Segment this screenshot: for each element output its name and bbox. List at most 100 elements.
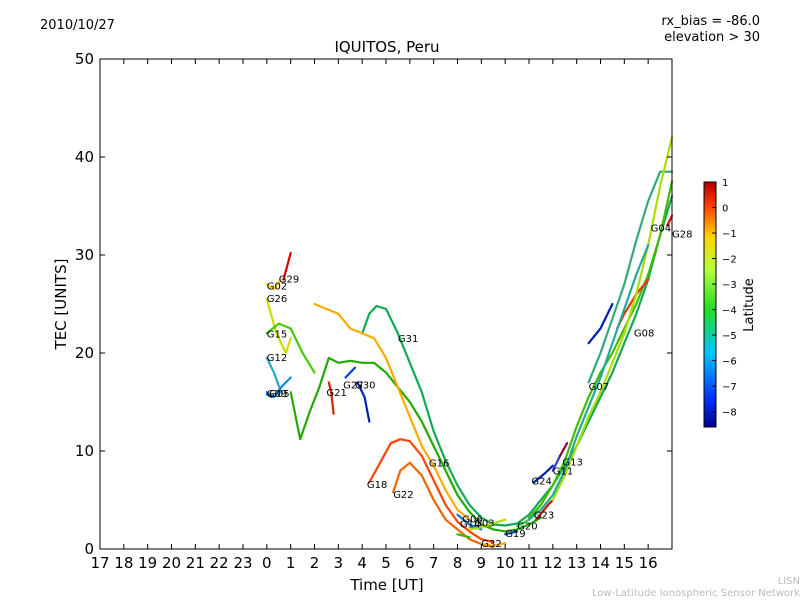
satellite-label-g09-5: G09 <box>267 389 287 400</box>
credit-lisn: LISN <box>777 576 800 587</box>
x-tick-label: 12 <box>543 554 562 572</box>
x-tick-label: 8 <box>453 554 463 572</box>
satellite-trace-g26-2 <box>265 298 292 355</box>
x-tick-label: 11 <box>519 554 538 572</box>
satellite-trace-unlabeled-30 <box>551 136 674 502</box>
satellite-label-g12-4: G12 <box>267 353 287 364</box>
x-tick-label: 13 <box>567 554 586 572</box>
satellite-trace-g32-20 <box>480 541 507 548</box>
satellite-label-g11-22: G11 <box>553 467 573 478</box>
satellite-label-g31-10: G31 <box>398 334 418 345</box>
satellite-trace-g21-8 <box>327 381 335 415</box>
satellite-label-g05-6: G05 <box>269 389 289 400</box>
y-tick-label: 0 <box>84 540 94 558</box>
satellite-trace-g31-11 <box>361 195 674 527</box>
axes: 17 18 19 20 21 22 23 0 1 2 3 4 5 6 7 8 9 10 11 12 13 14 15 1601… <box>75 50 672 572</box>
satellite-trace-g07-25 <box>527 180 674 519</box>
colorbar: 1 0 −1 −2 −3 −4 −5 −6 −7 −8 Latitude <box>703 178 757 428</box>
x-tick-label: 4 <box>357 554 367 572</box>
satellite-label-g04-26: G04 <box>651 224 671 235</box>
x-tick-label: 15 <box>615 554 634 572</box>
satellite-trace-g19-18 <box>504 530 519 536</box>
satellite-trace-g18-12 <box>368 438 495 544</box>
colorbar-tick-label: −6 <box>722 357 737 368</box>
satellite-trace-g22-13 <box>392 461 495 549</box>
x-tick-label: 6 <box>405 554 415 572</box>
satellite-label-g22-13: G22 <box>393 490 413 501</box>
x-tick-label: 2 <box>310 554 320 572</box>
satellite-label-g20-19: G20 <box>517 521 537 532</box>
satellite-trace-g14-16 <box>456 533 471 539</box>
satellite-trace-g16-14 <box>313 302 471 521</box>
satellite-label-g29-1: G29 <box>279 274 299 285</box>
satellite-label-g24-21: G24 <box>531 476 551 487</box>
x-tick-label: 9 <box>477 554 487 572</box>
colorbar-tick-label: 0 <box>722 204 728 215</box>
colorbar-tick-label: −4 <box>722 306 737 317</box>
satellite-trace-g12-4 <box>265 356 283 394</box>
colorbar-tick-label: −7 <box>722 382 737 393</box>
satellite-trace-unlabeled-31 <box>527 244 650 521</box>
satellite-trace-g02-0 <box>265 278 283 291</box>
satellite-label-g19-18: G19 <box>505 529 525 540</box>
satellite-label-g03-16: G03 <box>474 519 494 530</box>
elevation-label: elevation > 30 <box>664 30 760 45</box>
y-tick-label: 40 <box>75 148 94 166</box>
y-tick-label: 30 <box>75 246 94 264</box>
receiver-info: rx_bias = -86.0 elevation > 30 <box>661 14 760 46</box>
x-tick-label: 20 <box>162 554 181 572</box>
satellite-trace-g29-1 <box>282 251 292 281</box>
x-tick-label: 1 <box>286 554 296 572</box>
satellite-trace-g09-5 <box>265 376 292 399</box>
satellite-trace-g13-24 <box>558 442 569 457</box>
credit-network-name: Low-Latitude Ionospheric Sensor Network <box>592 588 800 599</box>
satellite-trace-g15-3 <box>265 322 316 374</box>
x-tick-label: 18 <box>114 554 133 572</box>
x-tick-label: 0 <box>262 554 272 572</box>
x-tick-label: 3 <box>334 554 344 572</box>
satellite-label-g08-25: G08 <box>634 328 654 339</box>
date-label: 2010/10/27 <box>40 18 115 33</box>
colorbar-tick-label: −8 <box>722 408 737 419</box>
satellite-trace-g05-6 <box>265 393 273 399</box>
plot-frame <box>99 58 673 550</box>
colorbar-ticks: 1 0 −1 −2 −3 −4 −5 −6 −7 −8 <box>712 178 737 419</box>
rx-bias-label: rx_bias = -86.0 <box>661 14 760 29</box>
x-tick-label: 14 <box>591 554 610 572</box>
satellite-trace-g27-7 <box>289 356 543 533</box>
network-credit: LISN Low-Latitude Ionospheric Sensor Net… <box>592 576 800 600</box>
x-axis-label: Time [UT] <box>349 576 423 594</box>
satellite-trace-g11-23 <box>551 454 562 472</box>
satellite-label-g13-23: G13 <box>562 458 582 469</box>
colorbar-tick-label: 1 <box>722 178 728 189</box>
colorbar-gradient <box>703 181 717 428</box>
y-tick-label: 50 <box>75 50 94 68</box>
satellite-trace-g24-22 <box>532 464 554 484</box>
satellite-trace-g30-10 <box>356 381 371 423</box>
satellite-label-g21-8: G21 <box>326 388 346 399</box>
x-tick-label: 17 <box>90 554 109 572</box>
colorbar-label: Latitude <box>742 278 757 332</box>
satellite-label-g06-14: G06 <box>462 515 482 526</box>
satellite-label-g26-2: G26 <box>267 294 287 305</box>
satellite-trace-g04-27 <box>587 170 674 384</box>
satellite-trace-g28-28 <box>666 214 674 227</box>
y-tick-label: 20 <box>75 344 94 362</box>
x-tick-label: 16 <box>639 554 658 572</box>
satellite-label-g32-17: G32 <box>481 539 501 550</box>
colorbar-tick-label: −2 <box>722 255 737 266</box>
satellite-label-g28-27: G28 <box>672 229 692 240</box>
satellite-trace-g23-21 <box>534 498 554 521</box>
satellite-label-g27-7: G27 <box>343 380 363 391</box>
y-axis-label: TEC [UNITS] <box>52 259 70 351</box>
satellite-label-g02-0: G02 <box>267 281 287 292</box>
satellite-label-g23-20: G23 <box>534 511 554 522</box>
satellite-label-g07-24: G07 <box>589 382 609 393</box>
chart-title: IQUITOS, Peru <box>334 38 439 56</box>
x-tick-label: 19 <box>138 554 157 572</box>
colorbar-tick-label: −1 <box>722 229 737 240</box>
x-tick-label: 21 <box>186 554 205 572</box>
satellite-trace-g03-17 <box>468 518 507 531</box>
